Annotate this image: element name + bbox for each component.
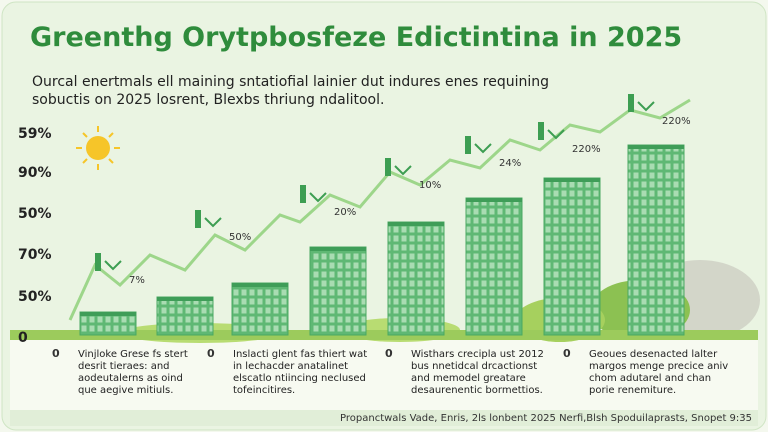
building <box>231 282 289 336</box>
annotation-label: 20% <box>334 207 356 218</box>
note-line: and memodel greatare <box>411 373 526 384</box>
note-line: que aegive mitiuls. <box>78 385 173 396</box>
annotation-arrow <box>104 260 122 271</box>
annotation-arrow <box>637 101 655 112</box>
note-line: Geoues desenacted lalter <box>589 349 718 360</box>
footer: Propanctwals Vade, Enris, 2ls lonbent 20… <box>340 413 752 424</box>
building-roof <box>80 312 136 316</box>
note-line: margos menge precice aniv <box>589 361 728 372</box>
sun <box>76 126 120 170</box>
annotation-arrow <box>547 129 565 140</box>
annotation-label: 50% <box>229 232 251 243</box>
annotation-marker <box>538 122 544 140</box>
annotation-marker <box>300 185 306 203</box>
building-roof <box>544 178 600 182</box>
building <box>387 221 445 336</box>
building <box>309 246 367 336</box>
note-line: bus nnetidcal drcactionst <box>411 361 537 372</box>
building <box>156 296 214 336</box>
y-label: 50% <box>18 289 52 305</box>
annotation-label: 7% <box>129 275 145 286</box>
note-line: porie renemiture. <box>589 385 676 396</box>
buildings <box>79 144 685 336</box>
annotation-label: 10% <box>419 180 441 191</box>
note-bullet: 0 <box>385 347 393 360</box>
y-labels: 59% 90% 50% 70% 50% 0 <box>18 126 52 346</box>
annotation-label: 220% <box>662 116 691 127</box>
note-line: in lechacder anatalinet <box>233 361 348 372</box>
title: Greenthg Orytpbosfeze Edictintina in 202… <box>30 22 682 53</box>
note-line: tofeincitires. <box>233 385 295 396</box>
note-line: chom adutarel and chan <box>589 373 711 384</box>
note-line: Vinjloke Grese fs stert <box>78 349 188 360</box>
note-line: desaurenentic bormettios. <box>411 385 543 396</box>
annotation-arrow <box>394 165 412 176</box>
subtitle-line: Ourcal enertmals ell maining sntatiofial… <box>32 74 549 90</box>
building-roof <box>466 198 522 202</box>
notes-band <box>10 340 758 412</box>
note-line: aodeutalerns as oind <box>78 373 183 384</box>
annotation-marker <box>195 210 201 228</box>
building-roof <box>232 283 288 287</box>
annotations: 7% 50% 20% 10% 24% 220% 220% <box>95 94 691 286</box>
y-label: 70% <box>18 247 52 263</box>
annotation-marker <box>628 94 634 112</box>
annotation-arrow <box>474 143 492 154</box>
building <box>543 177 601 336</box>
annotation-arrow <box>309 192 327 203</box>
y-label: 0 <box>18 330 28 346</box>
annotation-label: 220% <box>572 144 601 155</box>
annotation-marker <box>385 158 391 176</box>
note-line: desrit tieraes: and <box>78 361 170 372</box>
note-line: Wisthars crecipla ust 2012 <box>411 349 544 360</box>
y-label: 50% <box>18 206 52 222</box>
y-label: 90% <box>18 165 52 181</box>
building <box>465 197 523 336</box>
trend-line <box>68 98 691 321</box>
annotation-marker <box>95 253 101 271</box>
note-bullet: 0 <box>563 347 571 360</box>
footer-band <box>10 410 758 426</box>
annotation-arrow <box>204 217 222 228</box>
annotation-label: 24% <box>499 158 521 169</box>
annotation-marker <box>465 136 471 154</box>
y-label: 59% <box>18 126 52 142</box>
note-bullet: 0 <box>207 347 215 360</box>
note-line: Inslacti glent fas thiert wat <box>233 349 367 360</box>
note-bullet: 0 <box>52 347 60 360</box>
building-roof <box>628 145 684 149</box>
building-roof <box>157 297 213 301</box>
building-roof <box>388 222 444 226</box>
building <box>627 144 685 336</box>
building-roof <box>310 247 366 251</box>
note-line: elscatlo ntiincing neclused <box>233 373 366 384</box>
subtitle-line: sobuctis on 2025 losrent, Blexbs thriung… <box>32 92 384 108</box>
